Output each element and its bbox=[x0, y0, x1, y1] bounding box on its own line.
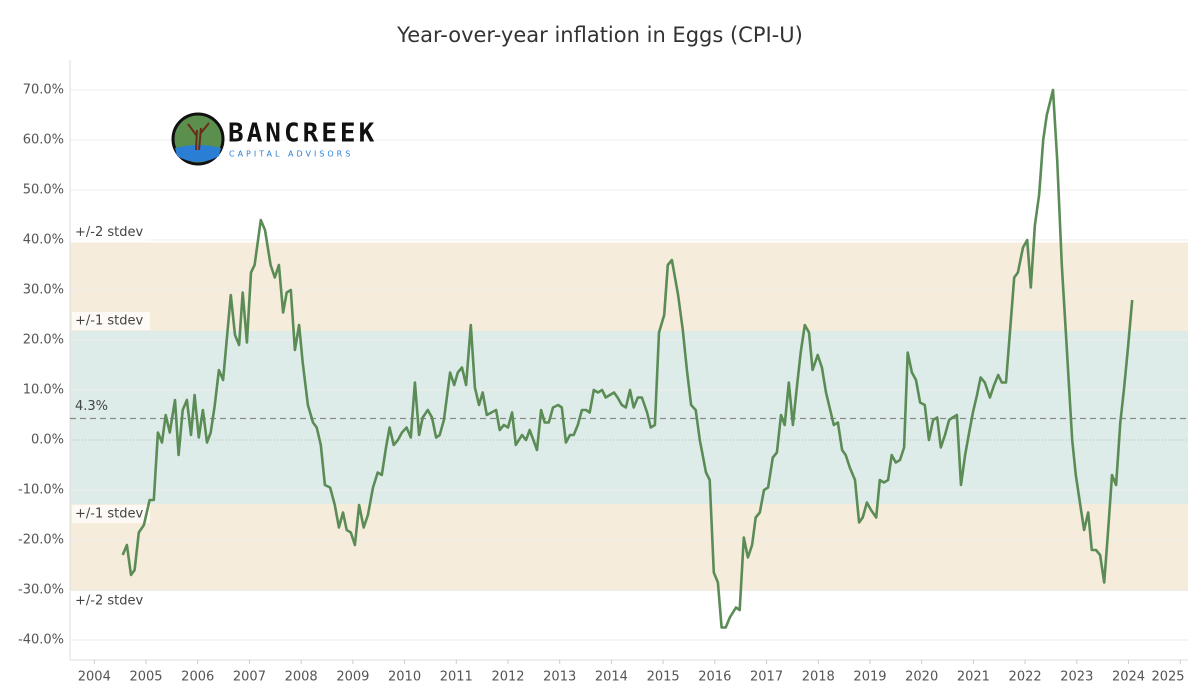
logo-tagline: CAPITAL ADVISORS bbox=[229, 150, 353, 159]
chart-title: Year-over-year inflation in Eggs (CPI-U) bbox=[396, 23, 803, 47]
x-tick-label: 2006 bbox=[181, 670, 214, 685]
logo-tree bbox=[187, 122, 210, 151]
x-tick-label: 2013 bbox=[543, 670, 576, 685]
x-tick-label: 2011 bbox=[440, 670, 473, 685]
x-tick-label: 2007 bbox=[233, 670, 266, 685]
series-line bbox=[121, 88, 1134, 629]
y-tick-label: 20.0% bbox=[23, 333, 64, 348]
x-tick-label: 2012 bbox=[491, 670, 524, 685]
stdev-band bbox=[70, 331, 1188, 504]
band-label-bg bbox=[72, 312, 150, 330]
x-tick-label: 2015 bbox=[647, 670, 680, 685]
x-tick-label: 2008 bbox=[285, 670, 318, 685]
logo-water bbox=[175, 145, 221, 162]
y-tick-label: -30.0% bbox=[18, 583, 64, 598]
x-tick-label: 2010 bbox=[388, 670, 421, 685]
band-label: +/-2 stdev bbox=[75, 225, 143, 240]
mean-label: 4.3% bbox=[75, 399, 108, 414]
x-tick-label: 2019 bbox=[853, 670, 886, 685]
x-tick-label: 2021 bbox=[957, 670, 990, 685]
y-tick-label: 50.0% bbox=[23, 183, 64, 198]
x-tick-label: 2023 bbox=[1060, 670, 1093, 685]
x-tick-label: 2004 bbox=[78, 670, 111, 685]
band-label: +/-2 stdev bbox=[75, 594, 143, 609]
logo-name: BANCREEK bbox=[228, 119, 377, 149]
x-tick-label: 2018 bbox=[802, 670, 835, 685]
x-tick-label: 2009 bbox=[336, 670, 369, 685]
x-tick-label: 2017 bbox=[750, 670, 783, 685]
y-tick-label: 10.0% bbox=[23, 383, 64, 398]
x-tick-label: 2024 bbox=[1112, 670, 1145, 685]
x-tick-label: 2005 bbox=[129, 670, 162, 685]
x-tick-label: 2022 bbox=[1009, 670, 1042, 685]
band-label: +/-1 stdev bbox=[75, 314, 143, 329]
band-label-bg bbox=[72, 592, 150, 610]
y-tick-label: -20.0% bbox=[18, 533, 64, 548]
y-tick-label: 40.0% bbox=[23, 233, 64, 248]
y-tick-label: -10.0% bbox=[18, 483, 64, 498]
band-label-bg bbox=[72, 505, 150, 523]
logo: BANCREEK CAPITAL ADVISORS bbox=[171, 112, 377, 166]
y-tick-label: 30.0% bbox=[23, 283, 64, 298]
x-tick-label: 2014 bbox=[595, 670, 628, 685]
x-tick-label: 2020 bbox=[905, 670, 938, 685]
x-tick-label: 2025 bbox=[1151, 670, 1184, 685]
y-tick-label: 70.0% bbox=[23, 83, 64, 98]
y-tick-label: 60.0% bbox=[23, 133, 64, 148]
band-label-bg bbox=[72, 223, 150, 242]
band-label: +/-1 stdev bbox=[75, 507, 143, 522]
y-tick-label: -40.0% bbox=[18, 633, 64, 648]
x-tick-label: 2016 bbox=[698, 670, 731, 685]
y-tick-label: 0.0% bbox=[31, 433, 64, 448]
